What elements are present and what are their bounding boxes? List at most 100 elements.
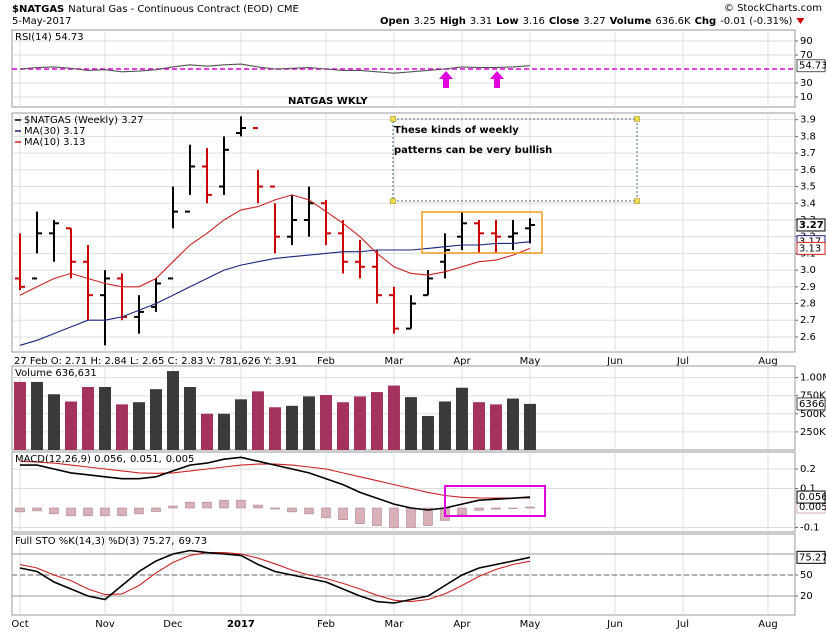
y-tick-label: 2.6 bbox=[800, 332, 816, 343]
bar bbox=[319, 394, 332, 450]
x-tick-label: Apr bbox=[453, 619, 471, 630]
bar bbox=[268, 407, 281, 450]
bar bbox=[508, 507, 518, 509]
bar bbox=[287, 507, 297, 513]
bar bbox=[66, 507, 76, 517]
bar bbox=[438, 401, 451, 450]
bar bbox=[183, 387, 196, 450]
x-tick-label: Jun bbox=[606, 619, 623, 630]
chg-arrow bbox=[796, 18, 805, 24]
bar bbox=[491, 507, 501, 510]
line-series bbox=[19, 194, 531, 296]
bar bbox=[506, 398, 519, 450]
bar bbox=[338, 507, 348, 521]
bar bbox=[370, 392, 383, 450]
x-tick-label: Aug bbox=[758, 356, 778, 367]
bar bbox=[234, 399, 247, 450]
legend-entry: MACD(12,26,9) 0.056, bbox=[15, 454, 126, 465]
value-tag bbox=[796, 218, 826, 232]
bar bbox=[421, 415, 434, 450]
x-tick-label: Feb bbox=[317, 356, 335, 367]
legend-entry: MA(30) 3.17 bbox=[24, 126, 85, 137]
bar bbox=[47, 394, 60, 450]
y-tick-label: 90 bbox=[800, 36, 813, 47]
line-series bbox=[19, 552, 531, 603]
y-tick-label: 3.5 bbox=[800, 182, 816, 193]
x-tick-label: 2017 bbox=[227, 619, 255, 630]
y-tick-label: 1.00M bbox=[800, 373, 826, 384]
x-tick-label: Nov bbox=[95, 619, 115, 630]
bar bbox=[336, 402, 349, 450]
y-tick-label: 3.6 bbox=[800, 165, 816, 176]
value-tag bbox=[796, 490, 826, 504]
legend-entry: MA(10) 3.13 bbox=[24, 137, 85, 148]
value-tag-label: 54.73 bbox=[799, 61, 826, 72]
bar bbox=[134, 507, 144, 515]
x-tick-label: Apr bbox=[453, 356, 471, 367]
y-tick-label: 10 bbox=[800, 92, 813, 103]
y-tick-label: 2.9 bbox=[800, 282, 816, 293]
bar bbox=[117, 507, 127, 517]
box-handle bbox=[634, 198, 640, 204]
bar bbox=[489, 404, 502, 450]
y-tick-label: 500K bbox=[800, 409, 826, 420]
quote-label: Open bbox=[380, 16, 410, 27]
x-tick-label: May bbox=[520, 356, 541, 367]
bar bbox=[168, 505, 178, 509]
box-handle bbox=[634, 116, 640, 122]
quote-label: Close bbox=[549, 16, 580, 27]
x-tick-label: Jul bbox=[676, 619, 689, 630]
legend-entry: 69.73 bbox=[178, 536, 207, 547]
y-tick-label: 0.1 bbox=[800, 483, 816, 494]
bar bbox=[30, 381, 43, 450]
quote-value: 3.31 bbox=[470, 16, 492, 27]
bar bbox=[474, 507, 484, 511]
x-tick-label: May bbox=[520, 619, 541, 630]
y-tick-label: 3.9 bbox=[800, 115, 816, 126]
value-tag-label: 0.056 bbox=[799, 492, 826, 503]
y-tick-label: 70 bbox=[800, 50, 813, 61]
value-tag-label: 636631 bbox=[799, 399, 826, 410]
y-tick-label: 20 bbox=[800, 591, 813, 602]
bar bbox=[353, 396, 366, 450]
bar-info: 27 Feb O: 2.71 H: 2.84 L: 2.65 C: 2.83 V… bbox=[14, 356, 297, 367]
pattern-box bbox=[392, 118, 638, 202]
y-tick-label: 3.4 bbox=[800, 198, 816, 209]
bar bbox=[32, 507, 42, 512]
x-tick-label: Oct bbox=[11, 619, 28, 630]
legend-entry: Volume 636,631 bbox=[15, 368, 97, 379]
rsi-arrow bbox=[490, 71, 504, 88]
macd-box bbox=[444, 485, 546, 517]
y-tick-label: -0.1 bbox=[800, 523, 820, 534]
quote-value: 3.16 bbox=[523, 16, 545, 27]
annotation: NATGAS WKLY bbox=[288, 96, 368, 107]
y-tick-label: 2.7 bbox=[800, 315, 816, 326]
credit: © StockCharts.com bbox=[724, 3, 822, 14]
bar bbox=[457, 507, 467, 516]
bar bbox=[185, 501, 195, 509]
bar bbox=[13, 381, 26, 450]
box-handle bbox=[390, 116, 396, 122]
exchange: CME bbox=[277, 4, 299, 15]
y-tick-label: 3.8 bbox=[800, 131, 816, 142]
bar bbox=[389, 507, 399, 528]
legend-entry: RSI(14) 54.73 bbox=[15, 32, 84, 43]
bar bbox=[525, 506, 535, 509]
panel bbox=[11, 451, 796, 533]
bar-info-bg bbox=[12, 354, 302, 367]
value-tag-label: 75.27 bbox=[799, 552, 826, 563]
bar bbox=[219, 499, 229, 509]
quote-label: Low bbox=[496, 16, 518, 27]
legend-entry: Full STO %K(14,3) %D(3) 75.27, bbox=[15, 536, 174, 547]
quote-label: Chg bbox=[695, 16, 717, 27]
consolidation-box bbox=[421, 211, 543, 254]
bar bbox=[81, 387, 94, 450]
value-tag-label: 3.27 bbox=[799, 220, 824, 231]
line-series bbox=[19, 241, 531, 346]
y-tick-label: 3.0 bbox=[800, 265, 816, 276]
value-tag bbox=[796, 59, 826, 73]
quote-value: 636.6K bbox=[655, 16, 691, 27]
y-tick-label: 750K bbox=[800, 391, 826, 402]
